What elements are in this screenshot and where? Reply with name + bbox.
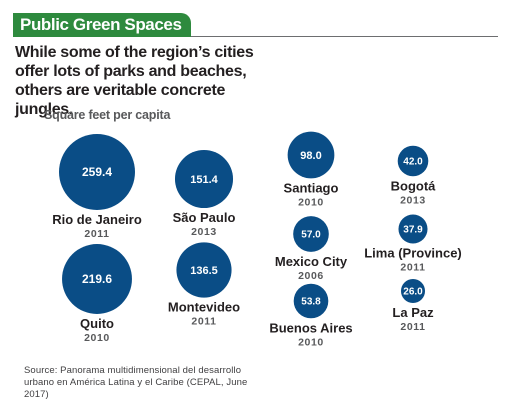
bubble-la-paz [400, 278, 426, 304]
bubble-mexico-city [293, 216, 329, 252]
bubble-montevideo [176, 242, 232, 298]
bubble-sao-paulo [174, 149, 234, 209]
bubble-lima-province [398, 214, 428, 244]
year-label-lima-province: 2011 [400, 262, 425, 274]
value-label-mexico-city: 57.0 [301, 230, 321, 241]
year-label-quito: 2010 [84, 332, 110, 344]
value-label-rio-de-janeiro: 259.4 [82, 165, 112, 179]
bubble-rio-de-janeiro [59, 134, 135, 210]
value-label-montevideo: 136.5 [190, 265, 218, 277]
year-label-santiago: 2010 [298, 196, 324, 208]
year-label-la-paz: 2011 [400, 321, 425, 333]
value-label-lima-province: 37.9 [403, 225, 423, 236]
header-bar [13, 13, 191, 37]
city-label-rio-de-janeiro: Rio de Janeiro [52, 212, 142, 227]
city-label-mexico-city: Mexico City [275, 254, 348, 269]
header-rule [191, 36, 498, 37]
year-label-buenos-aires: 2010 [298, 336, 324, 348]
city-label-la-paz: La Paz [392, 305, 434, 320]
bubble-santiago [287, 131, 335, 179]
subtitle: While some of the region’s cities offer … [15, 44, 254, 118]
bubble-buenos-aires [293, 283, 329, 319]
city-label-lima-province: Lima (Province) [364, 246, 462, 261]
bubble-quito [62, 244, 132, 314]
value-label-la-paz: 26.0 [403, 287, 423, 298]
bubble-bogota [397, 145, 429, 177]
value-label-bogota: 42.0 [403, 157, 423, 168]
value-label-buenos-aires: 53.8 [301, 297, 321, 308]
year-label-mexico-city: 2006 [298, 270, 324, 282]
value-label-quito: 219.6 [82, 272, 112, 286]
value-label-sao-paulo: 151.4 [190, 174, 218, 186]
unit-label: Square feet per capita [44, 108, 171, 122]
city-label-bogota: Bogotá [391, 178, 437, 193]
year-label-sao-paulo: 2013 [191, 226, 217, 238]
city-label-montevideo: Montevideo [168, 300, 240, 315]
year-label-montevideo: 2011 [191, 316, 216, 328]
city-label-santiago: Santiago [284, 180, 339, 195]
city-label-sao-paulo: São Paulo [173, 210, 236, 225]
page-title: Public Green Spaces [20, 15, 182, 34]
year-label-rio-de-janeiro: 2011 [84, 228, 109, 240]
value-label-santiago: 98.0 [300, 150, 321, 162]
year-label-bogota: 2013 [400, 194, 426, 206]
city-label-buenos-aires: Buenos Aires [269, 320, 352, 335]
source-note: Source: Panorama multidimensional del de… [24, 365, 248, 400]
city-label-quito: Quito [80, 316, 114, 331]
